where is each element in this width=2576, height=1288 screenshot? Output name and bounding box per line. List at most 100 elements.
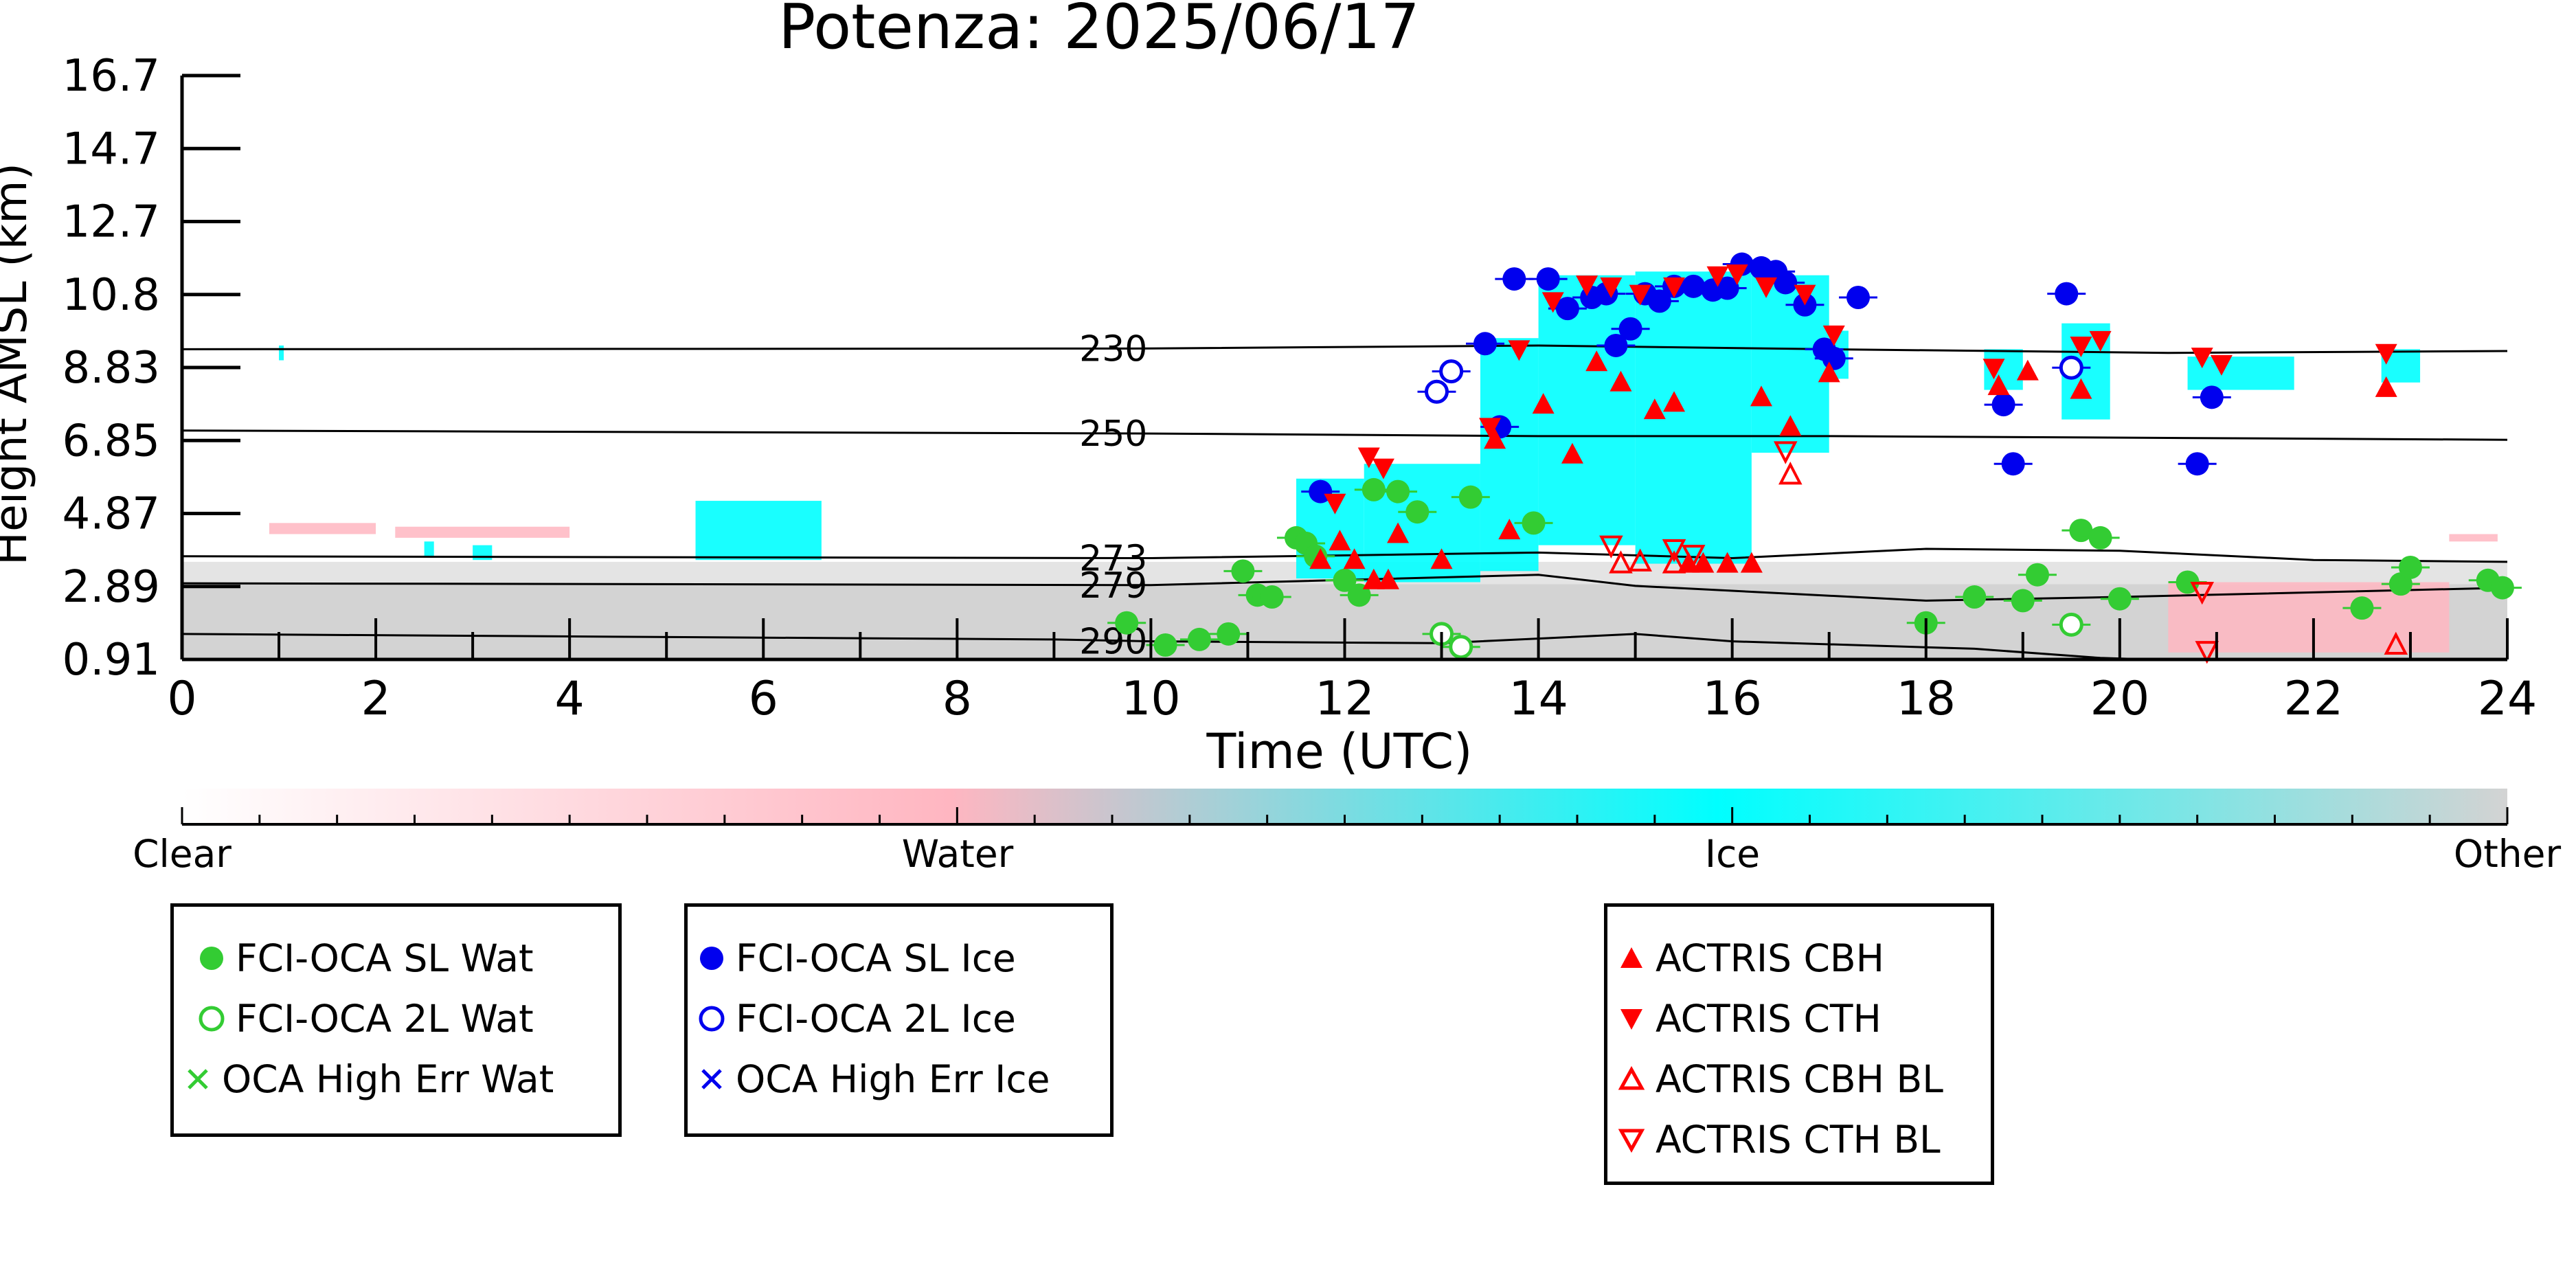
legend-item: FCI-OCA 2L Ice — [688, 991, 1016, 1046]
y-axis-label: Height AMSL (km) — [0, 163, 37, 565]
y-tick-label: 2.89 — [63, 562, 161, 613]
ice-region — [695, 501, 822, 561]
legend-item: OCA High Err Wat — [174, 1052, 554, 1107]
isotherm-label: 250 — [1079, 414, 1147, 455]
ice-region — [279, 345, 284, 361]
point-actris-cbh — [1484, 428, 1506, 449]
point-fci-oca-sl-ice — [2200, 385, 2224, 409]
colorbar-label-clear: Clear — [133, 832, 231, 876]
x-tick-label: 0 — [167, 672, 196, 726]
isotherm-label: 279 — [1079, 565, 1147, 607]
x-tick-label: 10 — [1121, 672, 1181, 726]
point-fci-oca-sl-wat — [2088, 526, 2112, 550]
point-actris-cth — [1755, 277, 1778, 298]
point-fci-oca-2l-wat — [1449, 635, 1473, 659]
ice-region — [1538, 275, 1636, 545]
point-actris-cbh — [1677, 552, 1700, 573]
isotherm-label: 273 — [1079, 539, 1147, 580]
point-actris-cth — [1706, 266, 1729, 287]
point-actris-cbh — [1818, 361, 1840, 383]
point-actris-cth — [1508, 340, 1530, 361]
point-fci-oca-sl-ice — [1536, 267, 1560, 291]
point-actris-cbh — [1987, 374, 2010, 396]
phase-colorbar: Clear Water Ice Other — [133, 789, 2561, 876]
point-actris-cth — [1629, 284, 1651, 306]
x-tick-label: 4 — [555, 672, 585, 726]
point-actris-cth-bl — [1599, 535, 1623, 559]
point-fci-oca-2l-wat — [2059, 612, 2083, 637]
point-fci-oca-sl-wat — [1386, 479, 1410, 504]
point-fci-oca-sl-wat — [2490, 576, 2514, 600]
legend-label: OCA High Err Ice — [736, 1057, 1050, 1101]
point-actris-cth — [1541, 292, 1564, 313]
point-actris-cbh — [1309, 548, 1332, 569]
point-fci-oca-sl-wat — [1187, 627, 1211, 651]
legend-item: OCA High Err Ice — [688, 1052, 1050, 1107]
point-actris-cth-bl — [2190, 581, 2215, 605]
point-actris-cth-bl — [1681, 545, 1706, 568]
cloud-phase-field — [182, 271, 2507, 659]
point-fci-oca-sl-ice — [1604, 333, 1628, 357]
point-actris-cbh — [2375, 376, 2397, 397]
point-fci-oca-sl-wat — [1333, 568, 1357, 592]
x-tick-label: 20 — [2090, 672, 2150, 726]
point-actris-cbh — [1430, 548, 1453, 569]
point-fci-oca-sl-wat — [1231, 559, 1255, 583]
x-tick-label: 12 — [1315, 672, 1375, 726]
point-fci-oca-sl-wat — [1522, 511, 1546, 535]
legend-label: FCI-OCA 2L Wat — [236, 997, 534, 1041]
point-fci-oca-sl-ice — [1774, 271, 1798, 295]
y-tick-label: 4.87 — [63, 489, 161, 540]
point-fci-oca-sl-wat — [1405, 500, 1430, 524]
legend-item: ACTRIS CTH — [1607, 991, 1882, 1046]
point-fci-oca-sl-wat — [1362, 477, 1386, 501]
point-actris-cth — [2089, 330, 2112, 352]
y-tick-label: 10.8 — [63, 270, 161, 321]
point-actris-cth — [2210, 354, 2233, 376]
x-tick-label: 22 — [2284, 672, 2344, 726]
legend-item: ACTRIS CBH — [1607, 931, 1884, 986]
point-fci-oca-sl-ice — [1991, 393, 2015, 417]
isotherm-230 — [181, 344, 2508, 354]
x-tick-label: 2 — [361, 672, 390, 726]
point-actris-cth — [1576, 275, 1598, 297]
filled-circle-icon — [700, 947, 723, 970]
point-actris-cbh-bl — [1778, 462, 1803, 485]
point-fci-oca-sl-ice — [2055, 282, 2079, 306]
legend-label: ACTRIS CTH BL — [1656, 1118, 1941, 1162]
open-circle-icon — [199, 1006, 225, 1032]
filled-circle-icon — [200, 947, 223, 970]
point-fci-oca-2l-ice — [1439, 359, 1464, 384]
point-fci-oca-sl-wat — [2011, 589, 2035, 613]
point-actris-cbh — [1585, 350, 1608, 372]
y-tick-label: 12.7 — [63, 197, 161, 248]
point-actris-cbh — [1609, 370, 1632, 392]
legend-item: ACTRIS CTH BL — [1607, 1112, 1941, 1167]
x-icon — [701, 1069, 722, 1089]
y-tick-label: 16.7 — [63, 51, 161, 102]
legend-label: ACTRIS CBH — [1656, 936, 1884, 980]
point-actris-cbh — [1532, 393, 1555, 414]
point-actris-cbh-bl — [2384, 631, 2408, 655]
open-circle-icon — [699, 1006, 725, 1032]
legend-item: FCI-OCA 2L Wat — [188, 991, 534, 1046]
series-markers — [1107, 252, 2522, 664]
y-tick-label: 6.85 — [63, 416, 161, 466]
point-fci-oca-sl-wat — [1458, 485, 1482, 509]
x-tick-label: 6 — [749, 672, 778, 726]
legend-label: ACTRIS CTH — [1656, 997, 1882, 1041]
point-actris-cbh-bl — [1609, 550, 1633, 574]
legend-label: OCA High Err Wat — [222, 1057, 554, 1101]
point-fci-oca-sl-ice — [1555, 297, 1579, 321]
point-actris-cth-bl — [2195, 641, 2219, 664]
legend-water: FCI-OCA SL Wat FCI-OCA 2L Wat OCA High E… — [170, 903, 622, 1137]
y-tick-label: 14.7 — [63, 124, 161, 174]
point-actris-cth — [1794, 284, 1816, 306]
point-actris-cth — [1663, 277, 1686, 298]
legend-label: FCI-OCA 2L Ice — [736, 997, 1016, 1041]
point-actris-cth — [2191, 348, 2213, 369]
point-actris-cbh — [1750, 385, 1772, 407]
point-actris-cbh — [1561, 442, 1583, 464]
open-triangle-up-icon — [1618, 1065, 1645, 1090]
